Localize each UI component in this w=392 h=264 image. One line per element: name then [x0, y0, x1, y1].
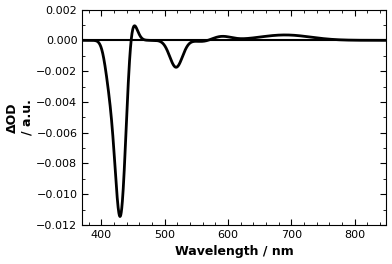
Y-axis label: ΔOD
/ a.u.: ΔOD / a.u. — [5, 99, 34, 135]
X-axis label: Wavelength / nm: Wavelength / nm — [175, 246, 294, 258]
